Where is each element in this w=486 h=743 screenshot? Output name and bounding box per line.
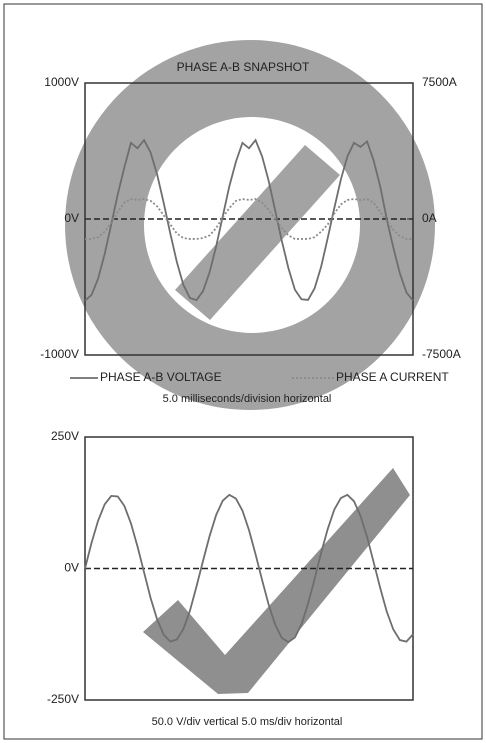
legend-label: PHASE A-B VOLTAGE: [100, 370, 222, 384]
y2-tick-label: -7500A: [422, 347, 461, 361]
x-axis-caption: 50.0 V/div vertical 5.0 ms/div horizonta…: [152, 716, 343, 728]
y-tick-label: 0V: [64, 211, 79, 225]
y-tick-label: -1000V: [40, 347, 79, 361]
x-axis-caption: 5.0 milliseconds/division horizontal: [163, 393, 332, 405]
chart-title: PHASE A-B SNAPSHOT: [177, 60, 310, 74]
legend-label: PHASE A CURRENT: [336, 370, 449, 384]
y2-tick-label: 0A: [422, 211, 437, 225]
page: PHASE A-B SNAPSHOT -1000V 0V 1000V -7500A 0A 7…: [0, 0, 486, 743]
y-tick-label: 250V: [51, 429, 79, 443]
y-tick-label: 0V: [64, 561, 79, 575]
y2-tick-label: 7500A: [422, 75, 457, 89]
y-tick-label: -250V: [47, 692, 79, 706]
figure: PHASE A-B SNAPSHOT -1000V 0V 1000V -7500A 0A 7…: [0, 0, 486, 743]
y-tick-label: 1000V: [44, 75, 79, 89]
